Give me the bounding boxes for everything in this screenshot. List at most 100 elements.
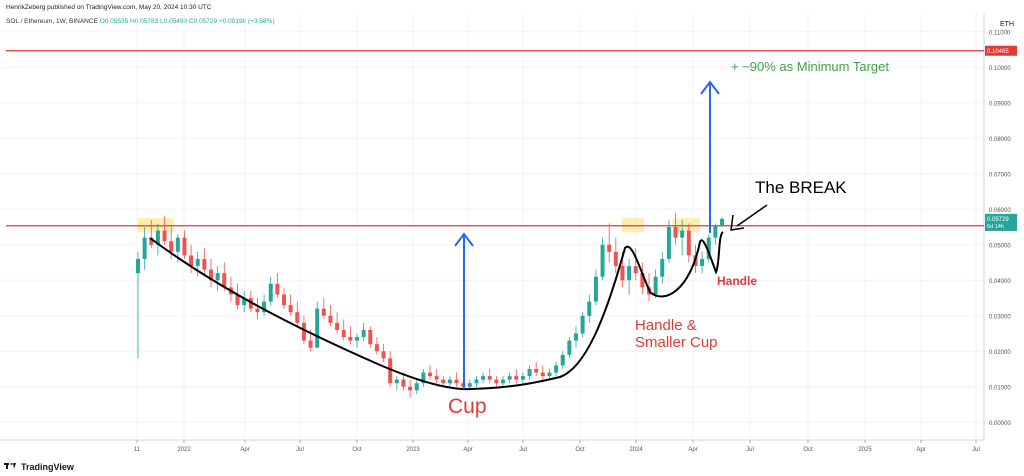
candle-body: [381, 351, 386, 359]
candle-body: [394, 379, 399, 384]
x-tick-label: Jul: [972, 447, 980, 453]
candle-body: [713, 225, 718, 238]
candle-body: [242, 298, 247, 306]
candle-body: [202, 258, 207, 270]
x-tick-label: Oct: [803, 447, 813, 453]
candle-body: [700, 258, 705, 267]
candle-body: [136, 258, 140, 274]
x-tick-label: Apr: [688, 447, 697, 453]
candle-body: [653, 276, 658, 295]
candle-body: [215, 273, 220, 281]
candle-body: [666, 227, 671, 259]
candle-body: [507, 376, 512, 380]
candle-body: [600, 244, 605, 277]
candle-body: [627, 266, 632, 281]
candle-body: [587, 301, 592, 316]
candle-body: [567, 340, 572, 355]
last-price-label: 0.05729: [987, 217, 1009, 223]
candle-body: [162, 230, 167, 242]
candle-body: [534, 369, 539, 373]
candle-body: [540, 372, 545, 377]
candle-body: [514, 376, 519, 380]
x-tick-label: Apr: [916, 447, 925, 453]
candle-body: [328, 315, 333, 323]
candle-body: [255, 308, 260, 313]
candle-body: [222, 273, 227, 288]
pattern-curves: [149, 231, 724, 391]
candle-body: [295, 312, 300, 323]
last-price-tag: [985, 213, 1017, 231]
candle-body: [547, 372, 552, 377]
candle-body: [620, 266, 625, 281]
candle-body: [321, 308, 326, 316]
candle-body: [520, 376, 525, 380]
candle-body: [554, 365, 559, 373]
candle-body: [414, 383, 419, 391]
y-tick-label: 0.01000: [989, 385, 1011, 391]
candle-body: [341, 329, 346, 338]
break-pointer-arrow: [736, 204, 768, 227]
candle-body: [680, 230, 685, 238]
y-tick-label: 0.02000: [989, 350, 1011, 356]
candle-body: [209, 269, 213, 281]
x-tick-label: Apr: [463, 447, 472, 453]
cup-label: Cup: [448, 395, 487, 418]
candle-body: [580, 315, 585, 334]
y-tick-label: 0.04000: [989, 279, 1011, 285]
candle-body: [368, 329, 373, 345]
cup-curve: [149, 231, 724, 391]
x-tick-label: Oct: [575, 447, 585, 453]
y-tick-label: 0.00000: [989, 421, 1011, 427]
candle-body: [268, 283, 273, 302]
candle-body: [335, 322, 340, 330]
candle-body: [640, 273, 645, 288]
handle-cup-label-2: Smaller Cup: [635, 334, 718, 351]
candle-body: [282, 294, 286, 306]
candle-body: [155, 230, 160, 245]
break-pointer-head: [730, 214, 745, 231]
handle-cup-label-1: Handle &: [635, 317, 697, 334]
y-tick-label: 0.10000: [989, 66, 1011, 72]
the-break-label: The BREAK: [755, 178, 847, 197]
candle-body: [487, 376, 492, 380]
horizontal-lines: [6, 50, 984, 227]
y-tick-label: 0.03000: [989, 314, 1011, 320]
candle-body: [275, 283, 280, 295]
x-tick-label: 2023: [406, 447, 420, 453]
candle-body: [441, 379, 446, 384]
y-tick-label: 0.08000: [989, 137, 1011, 143]
time-axis: 11 2022 Apr Jul Oct 2023 Apr Jul Oct 2024 Apr Jul Oc…: [134, 440, 980, 453]
candle-body: [613, 251, 618, 267]
candle-body: [501, 379, 505, 384]
tradingview-footer: TradingView: [4, 462, 74, 472]
candle-body: [388, 358, 393, 384]
candle-body: [434, 376, 439, 380]
x-tick-label: Oct: [352, 447, 362, 453]
y-tick-label: 0.09000: [989, 101, 1011, 107]
x-tick-label: Apr: [240, 447, 249, 453]
x-tick-label: 11: [134, 447, 141, 453]
candle-body: [348, 337, 353, 341]
x-tick-label: 2024: [629, 447, 643, 453]
candle-body: [467, 383, 472, 387]
symbol-name: SOL / Ethereum, 1W, BINANCE: [6, 18, 98, 25]
target-price-tag: [985, 45, 1017, 56]
candle-body: [401, 379, 406, 387]
handle-label: Handle: [717, 274, 757, 288]
x-tick-label: Jul: [519, 447, 527, 453]
candle-body: [361, 329, 366, 338]
tradingview-logo-text: TradingView: [21, 462, 74, 472]
candle-body: [447, 379, 452, 384]
candle-body: [301, 322, 306, 341]
x-tick-label: Jul: [296, 447, 304, 453]
candle-body: [308, 340, 313, 348]
candle-body: [428, 372, 432, 377]
ohlc-values: O0.05535 H0.05783 L0.05498 C0.05729 +0.0…: [99, 18, 275, 25]
candle-body: [607, 244, 612, 252]
target-label: + ~90% as Minimum Target: [731, 59, 889, 74]
candle-body: [195, 258, 200, 267]
candle-body: [593, 276, 598, 302]
candle-body: [182, 237, 187, 256]
candle-body: [235, 294, 240, 306]
